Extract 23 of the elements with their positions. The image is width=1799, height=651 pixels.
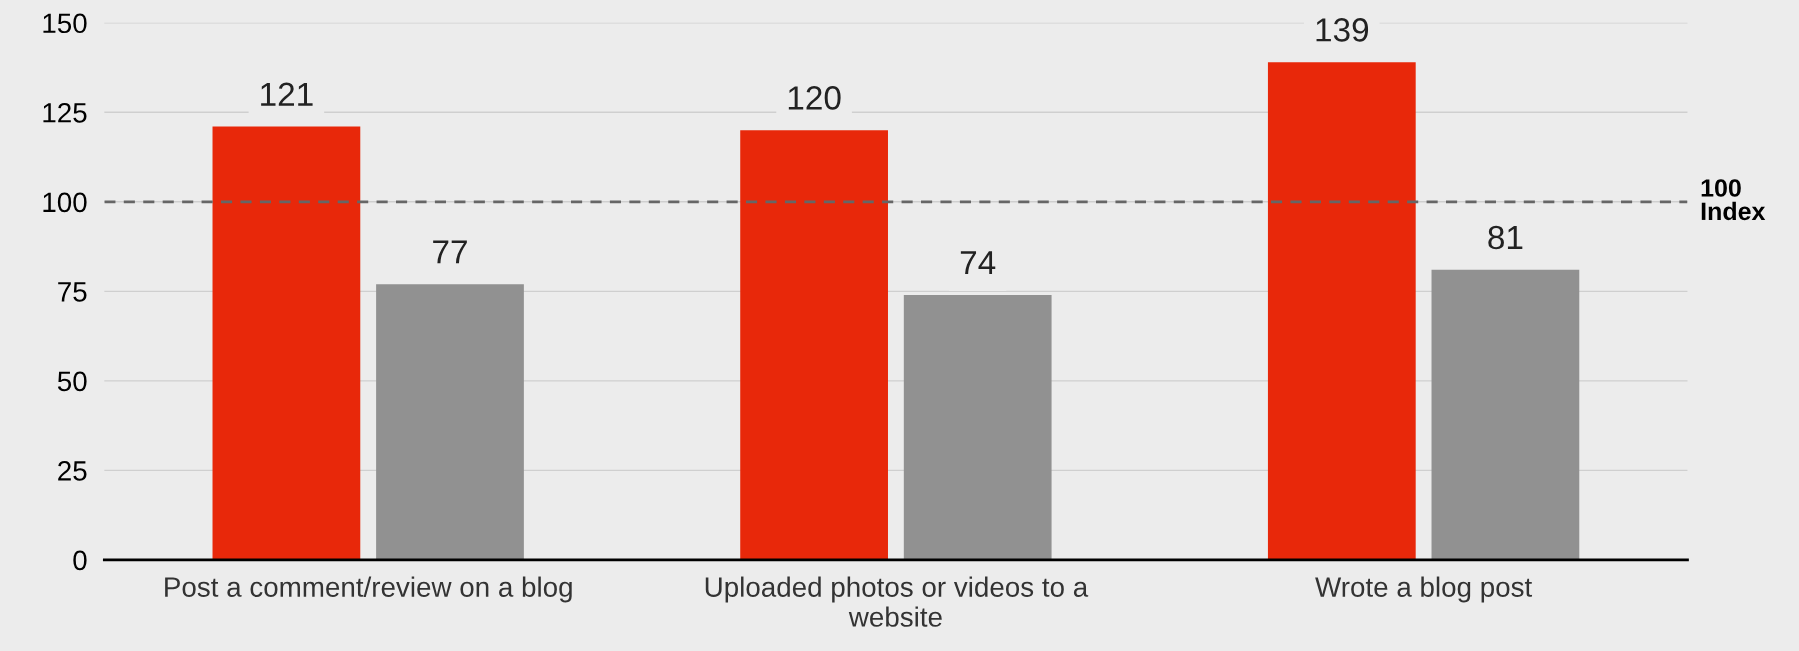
y-tick-label: 125	[43, 102, 87, 123]
bar	[1431, 269, 1580, 560]
y-tick-label: 25	[58, 461, 87, 481]
bar	[1267, 62, 1416, 560]
data-label: 77	[433, 240, 467, 264]
y-tick-label: 150	[43, 13, 87, 34]
bar	[376, 284, 524, 560]
y-tick-label: 100	[43, 192, 87, 213]
bar	[903, 294, 1052, 560]
data-label: 74	[960, 251, 996, 275]
data-label: 81	[1488, 225, 1523, 250]
ref-line-label: 100 Index	[1701, 179, 1766, 221]
y-tick-label: 50	[57, 371, 87, 392]
bar	[212, 126, 361, 560]
x-tick-label: Post a comment/review on a blog	[165, 576, 572, 603]
data-label: 139	[1316, 18, 1369, 42]
y-tick-label: 0	[73, 550, 87, 571]
data-label: 120	[788, 86, 841, 110]
bar	[740, 130, 888, 560]
x-tick-label: Uploaded photos or videos to a website	[705, 576, 1089, 627]
x-tick-label: Wrote a blog post	[1315, 576, 1533, 603]
y-tick-label: 75	[58, 282, 87, 302]
data-label: 121	[261, 82, 313, 106]
